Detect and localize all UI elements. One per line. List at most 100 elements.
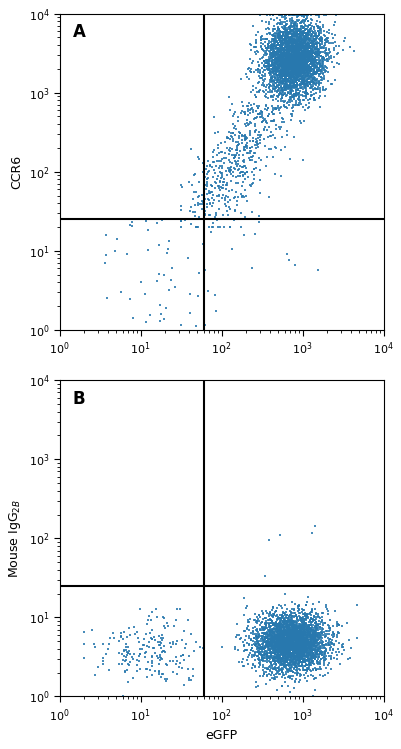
Point: [269, 626, 275, 638]
Point: [282, 614, 288, 626]
Point: [298, 61, 305, 73]
Point: [200, 157, 206, 169]
Point: [204, 160, 211, 172]
Point: [312, 633, 318, 645]
Point: [284, 625, 290, 637]
Point: [277, 617, 284, 629]
Point: [311, 40, 317, 52]
Point: [273, 85, 280, 97]
Point: [259, 650, 265, 662]
Point: [266, 40, 272, 52]
Point: [292, 33, 298, 45]
Point: [244, 100, 250, 112]
Point: [298, 32, 304, 44]
Point: [286, 52, 292, 64]
Point: [116, 647, 123, 659]
Point: [309, 39, 316, 51]
Point: [285, 46, 292, 58]
Point: [314, 655, 321, 667]
Point: [273, 617, 279, 629]
Point: [285, 39, 291, 51]
Point: [286, 643, 293, 655]
Point: [275, 647, 282, 659]
Point: [300, 619, 306, 631]
Point: [257, 635, 264, 647]
Point: [281, 635, 288, 647]
Point: [321, 70, 327, 82]
Point: [295, 645, 301, 657]
Point: [307, 26, 314, 38]
Point: [280, 64, 287, 76]
Point: [291, 70, 297, 82]
Point: [206, 185, 212, 197]
Point: [281, 116, 288, 128]
Point: [275, 70, 281, 82]
Point: [124, 641, 131, 653]
Point: [288, 61, 294, 73]
Point: [283, 655, 289, 667]
Point: [241, 190, 247, 202]
Point: [298, 642, 304, 654]
Point: [312, 628, 318, 640]
Point: [286, 49, 293, 61]
Point: [212, 182, 218, 194]
Point: [281, 96, 288, 108]
Point: [295, 71, 302, 83]
Point: [288, 40, 295, 52]
Point: [218, 182, 225, 194]
Point: [153, 604, 160, 616]
Point: [273, 605, 279, 617]
Point: [311, 65, 318, 77]
Point: [292, 41, 298, 53]
Point: [323, 650, 330, 662]
Point: [274, 610, 281, 622]
Point: [277, 649, 284, 661]
Point: [293, 643, 299, 655]
Point: [156, 639, 163, 651]
Point: [300, 40, 306, 52]
Point: [319, 607, 326, 619]
Point: [312, 52, 318, 64]
Point: [275, 618, 282, 630]
Point: [282, 659, 288, 671]
Point: [305, 50, 311, 62]
Point: [300, 76, 306, 88]
Point: [269, 610, 276, 622]
Point: [246, 613, 253, 625]
Point: [285, 35, 291, 47]
Point: [286, 52, 292, 64]
Point: [300, 36, 307, 48]
Point: [306, 101, 312, 113]
Point: [276, 55, 282, 67]
Point: [289, 71, 296, 83]
Point: [243, 600, 250, 612]
Point: [303, 634, 310, 646]
Point: [302, 664, 308, 676]
Point: [283, 652, 290, 664]
Point: [309, 624, 316, 636]
Point: [287, 43, 293, 55]
Point: [276, 631, 282, 643]
Point: [286, 69, 292, 81]
Point: [294, 30, 300, 42]
Point: [309, 45, 316, 57]
Point: [278, 53, 284, 65]
Point: [278, 629, 284, 641]
Point: [299, 71, 305, 83]
Point: [316, 49, 322, 61]
Point: [257, 64, 263, 76]
Point: [281, 647, 287, 659]
Point: [267, 628, 273, 640]
Point: [266, 643, 272, 655]
Point: [306, 55, 313, 67]
Point: [269, 654, 276, 666]
Point: [298, 43, 304, 55]
Point: [243, 189, 249, 201]
Point: [272, 644, 278, 656]
Point: [288, 37, 294, 49]
Point: [285, 634, 292, 646]
Point: [285, 640, 291, 652]
Point: [269, 39, 275, 51]
Point: [277, 72, 284, 84]
Point: [271, 618, 278, 630]
